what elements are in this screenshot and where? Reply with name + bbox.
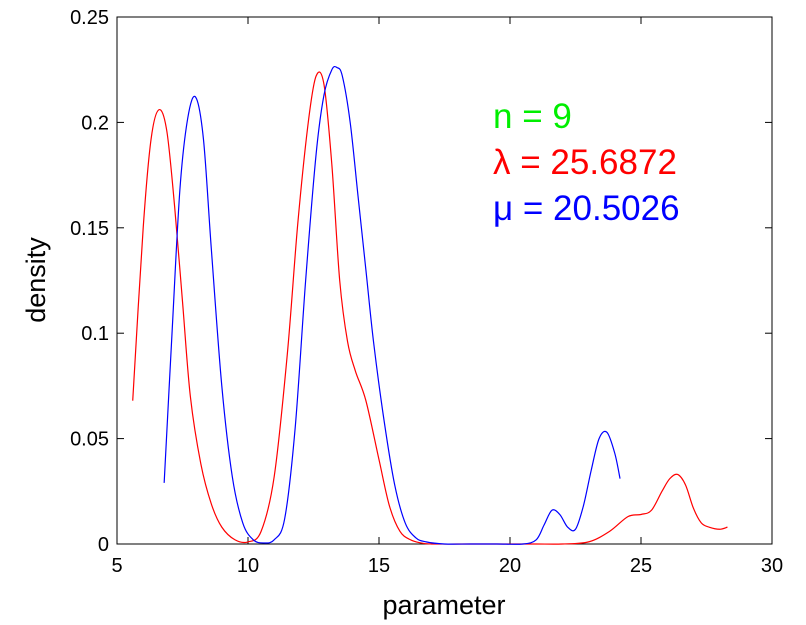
- y-tick-label: 0.15: [70, 218, 109, 240]
- x-tick-label: 10: [237, 555, 259, 577]
- y-tick-label: 0.05: [70, 429, 109, 451]
- y-tick-label: 0.2: [81, 112, 109, 134]
- annotation-mu: μ = 20.5026: [493, 189, 680, 228]
- series-layer: [132, 65, 728, 545]
- x-axis-title: parameter: [382, 590, 505, 620]
- x-tick-label: 30: [761, 555, 783, 577]
- y-tick-label: 0.25: [70, 7, 109, 29]
- annotation-lambda: λ = 25.6872: [493, 143, 677, 182]
- x-tick-label: 5: [111, 555, 122, 577]
- x-tick-label: 25: [630, 555, 652, 577]
- annotations: n = 9 λ = 25.6872 μ = 20.5026: [493, 97, 680, 228]
- plot-area: [116, 16, 773, 545]
- x-tick-label: 15: [368, 555, 390, 577]
- axis-ticks: [116, 16, 773, 545]
- y-tick-label: 0: [98, 534, 109, 556]
- y-axis-title: density: [21, 237, 51, 323]
- blue-density-line: [163, 65, 621, 545]
- y-tick-label: 0.1: [81, 323, 109, 345]
- annotation-n: n = 9: [493, 97, 572, 136]
- tick-labels: 5 10 15 20 25 30 0 0.05 0.1 0.15 0.2 0.25: [70, 7, 783, 577]
- x-tick-label: 20: [499, 555, 521, 577]
- red-density-line: [132, 71, 728, 545]
